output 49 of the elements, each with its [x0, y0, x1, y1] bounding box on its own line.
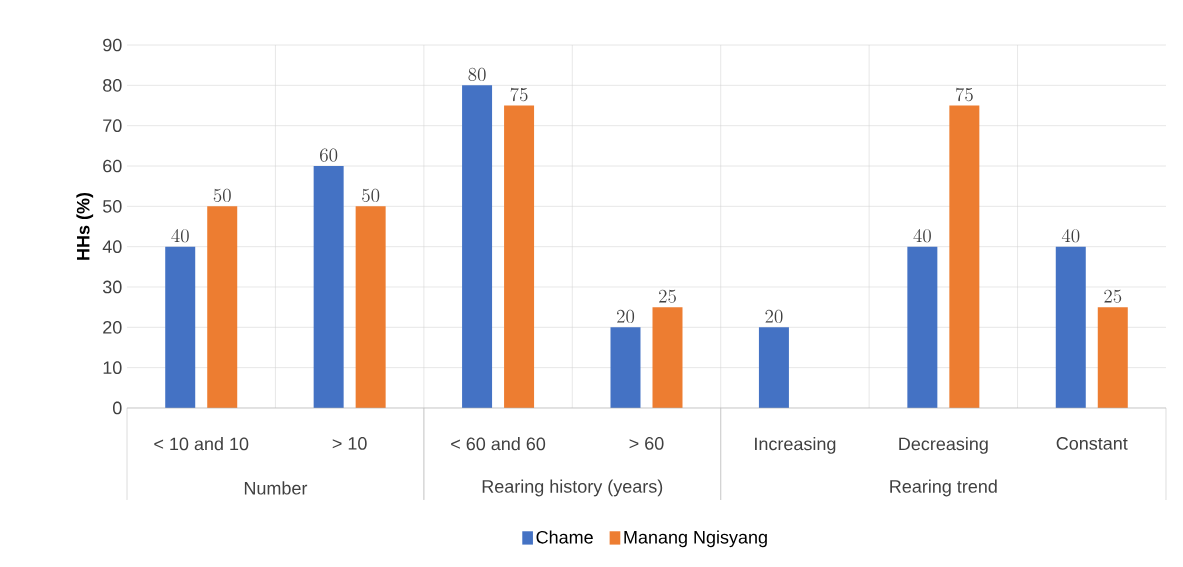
- data-label: 50: [362, 188, 380, 203]
- y-axis-title: HHs (%): [76, 192, 94, 260]
- y-tick-label: 10: [103, 361, 122, 375]
- y-tick-label: 20: [103, 320, 122, 334]
- x-tick-label: > 60: [629, 437, 664, 450]
- bar: [504, 105, 535, 408]
- data-label: 40: [913, 228, 931, 243]
- bar: [907, 246, 938, 408]
- y-tick-label: 40: [102, 240, 122, 254]
- x-tick-label: > 10: [332, 437, 367, 450]
- x-tick-label: < 60 and 60: [451, 437, 546, 451]
- y-tick-label: 0: [113, 401, 122, 415]
- x-tick-label: < 10 and 10: [154, 437, 249, 451]
- text: Rearing trend: [890, 479, 997, 497]
- data-label: 80: [468, 67, 486, 82]
- y-tick-label: 60: [103, 159, 122, 173]
- data-label: 60: [320, 148, 338, 162]
- bar: [1097, 307, 1128, 408]
- data-label: 40: [171, 228, 189, 243]
- bar: [610, 327, 641, 408]
- data-label: 20: [617, 309, 635, 324]
- x-tick-label: Increasing: [755, 437, 836, 454]
- bar: [355, 206, 386, 408]
- legend-label: Chame: [536, 530, 593, 544]
- data-label: 25: [659, 289, 676, 303]
- bar: [652, 307, 683, 408]
- bar: [949, 105, 980, 408]
- bar: [758, 327, 789, 408]
- bar: [207, 206, 238, 408]
- legend-label: Manang Ngisyang: [624, 530, 767, 548]
- data-label: 50: [213, 188, 231, 203]
- bar: [313, 166, 344, 408]
- data-label: 25: [1104, 289, 1122, 303]
- y-tick-label: 70: [103, 119, 122, 133]
- y-tick-label: 30: [102, 280, 122, 294]
- bar: [462, 85, 493, 408]
- x-tick-label: Constant: [1056, 437, 1128, 450]
- y-tick-label: 50: [102, 199, 122, 213]
- data-label: 75: [956, 87, 973, 102]
- bar: [165, 246, 196, 408]
- text: Number: [244, 481, 308, 495]
- data-label: 40: [1061, 228, 1080, 243]
- text: Rearing history (years): [482, 479, 663, 497]
- data-label: 75: [510, 87, 528, 102]
- bar: [1055, 246, 1086, 408]
- data-label: 20: [765, 309, 783, 324]
- x-tick-label: Decreasing: [899, 437, 988, 454]
- y-tick-label: 90: [103, 38, 122, 52]
- y-tick-label: 80: [103, 78, 122, 92]
